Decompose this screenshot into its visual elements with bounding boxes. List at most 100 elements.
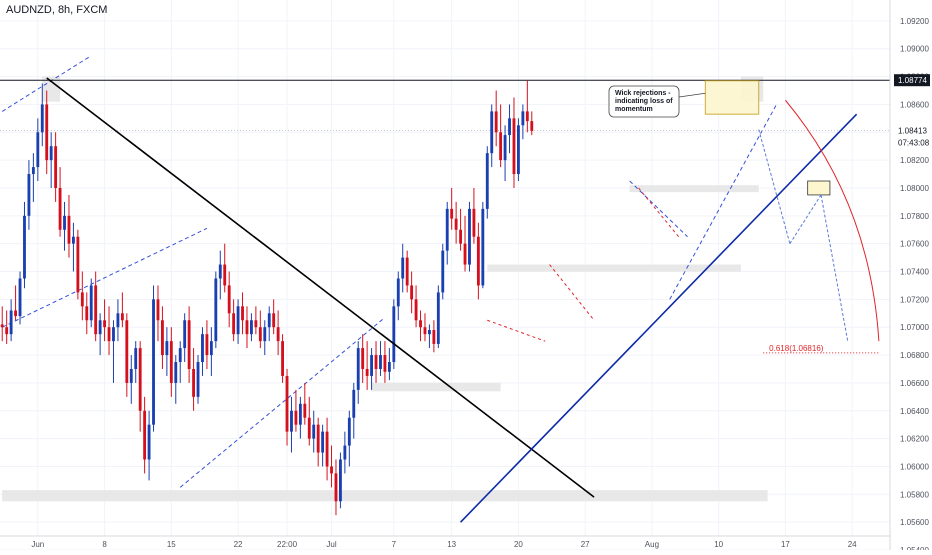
- sr-zone: [371, 382, 501, 392]
- candle-body: [183, 320, 187, 349]
- candle: [54, 132, 58, 202]
- price-tick-label: 1.07400: [900, 268, 929, 277]
- candle: [49, 132, 53, 188]
- candle-body: [361, 348, 365, 369]
- candle: [72, 222, 75, 272]
- candle-body: [374, 355, 378, 369]
- candle-body: [290, 410, 293, 432]
- candle-body: [5, 327, 9, 335]
- channel-dashed-line: [2, 227, 208, 328]
- time-tick-label: Jul: [326, 540, 336, 549]
- retest-zone: [807, 180, 831, 196]
- candle-body: [383, 355, 387, 372]
- candle-body: [463, 243, 467, 265]
- candle: [254, 306, 258, 335]
- candle: [472, 187, 476, 244]
- candle: [169, 327, 173, 397]
- candle-body: [325, 431, 329, 467]
- candle-body: [379, 355, 382, 369]
- candle-body: [281, 341, 284, 376]
- candle-body: [316, 424, 320, 453]
- candle: [419, 310, 422, 342]
- candle-body: [450, 208, 454, 219]
- candle: [432, 320, 436, 353]
- projection-path: [789, 194, 822, 244]
- candle: [174, 355, 178, 404]
- time-tick-label: 22: [234, 540, 243, 549]
- candle-body: [525, 111, 529, 122]
- callout-pointer: [678, 92, 706, 98]
- candle: [165, 327, 169, 376]
- candle-body: [387, 362, 391, 372]
- candle: [343, 431, 347, 474]
- candle: [76, 229, 80, 300]
- candle-body: [18, 278, 22, 317]
- candle: [156, 285, 160, 342]
- candle-body: [58, 187, 62, 230]
- price-tick-label: 1.07600: [900, 240, 929, 249]
- candle-body: [468, 208, 471, 265]
- descending-trendline: [46, 77, 595, 498]
- candle-body: [107, 327, 111, 342]
- candle-body: [490, 111, 494, 154]
- candle-body: [14, 310, 17, 317]
- candle-body: [223, 264, 227, 286]
- candle-body: [445, 208, 449, 251]
- candle-body: [27, 174, 31, 216]
- candle-body: [76, 236, 80, 293]
- candle: [23, 201, 26, 289]
- time-tick-label: 24: [848, 540, 857, 549]
- candle: [236, 299, 240, 344]
- candle: [414, 285, 418, 328]
- candle-body: [503, 135, 507, 161]
- price-tick-label: 1.07000: [900, 323, 929, 332]
- time-tick-label: 7: [392, 540, 397, 549]
- chart-title: AUDNZD, 8h, FXCM: [6, 4, 108, 16]
- candle: [303, 382, 307, 425]
- candle: [267, 306, 271, 342]
- candle: [161, 306, 164, 369]
- candle-body: [94, 285, 98, 335]
- current-price-badge-bg: [894, 124, 930, 137]
- candle-body: [254, 320, 258, 328]
- candle: [196, 355, 200, 404]
- candle-body: [89, 285, 93, 321]
- price-tick-label: 1.09000: [900, 45, 929, 54]
- candle-body: [156, 299, 160, 321]
- candle: [18, 271, 22, 325]
- candle-body: [521, 111, 525, 126]
- candle-body: [112, 327, 115, 342]
- candle: [512, 97, 516, 188]
- candle-body: [476, 236, 480, 286]
- candle-body: [36, 132, 40, 168]
- candle: [9, 299, 13, 342]
- candle: [441, 243, 445, 300]
- time-tick-label: 13: [447, 540, 456, 549]
- resistance-price-badge-bg: [894, 74, 930, 87]
- candle: [356, 341, 360, 404]
- candle-body: [459, 229, 462, 244]
- candle-body: [196, 362, 200, 397]
- candle: [250, 313, 253, 342]
- candle-body: [174, 362, 178, 383]
- candle: [370, 348, 373, 390]
- candle: [58, 167, 62, 237]
- candle: [5, 310, 9, 344]
- candle-body: [187, 320, 191, 369]
- candle-body: [334, 473, 338, 502]
- candle: [276, 310, 280, 356]
- candle: [459, 208, 462, 251]
- price-tick-label: 1.06200: [900, 435, 929, 444]
- candle-body: [485, 153, 489, 209]
- candle-body: [303, 403, 307, 418]
- candle: [129, 355, 133, 404]
- candle: [214, 271, 218, 349]
- candle-body: [67, 215, 71, 244]
- candle-body: [472, 208, 476, 237]
- candle-body: [356, 348, 360, 390]
- candle: [36, 118, 40, 182]
- candle-body: [250, 320, 253, 335]
- time-tick-label: Jun: [31, 540, 44, 549]
